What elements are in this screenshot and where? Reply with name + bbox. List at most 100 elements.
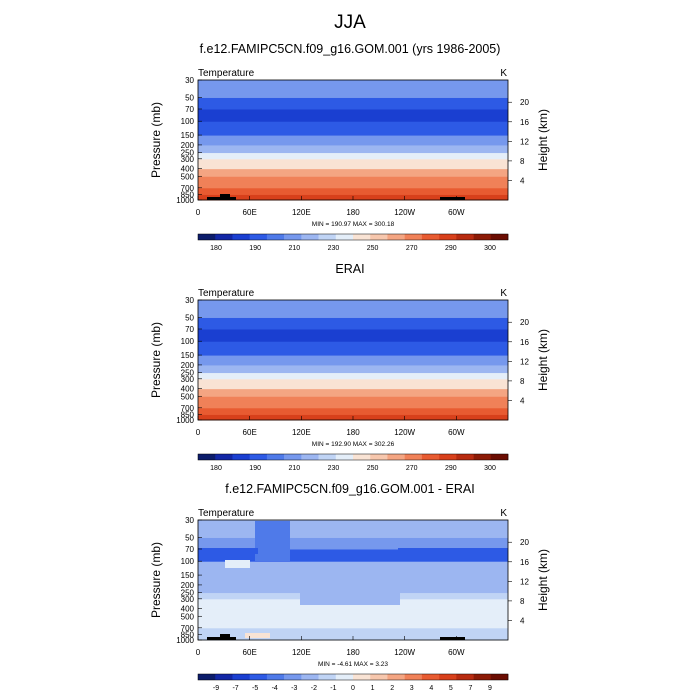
x-tick-label: 180 [346, 208, 360, 217]
height-tick-label: 4 [520, 176, 525, 185]
colorbar-swatch [266, 454, 285, 460]
x-tick-label: 180 [346, 428, 360, 437]
min-max-stats: MIN = 190.97 MAX = 300.18 [312, 221, 395, 228]
colorbar-tick-label: 230 [328, 465, 340, 472]
colorbar-swatch [473, 674, 492, 680]
variable-label: Temperature [198, 288, 255, 299]
y-tick-label: 50 [185, 313, 194, 322]
colorbar-swatch [370, 234, 388, 240]
topography [440, 197, 465, 200]
colorbar-swatch [318, 234, 337, 240]
contour-patch [225, 560, 250, 568]
contour-band [198, 608, 508, 617]
x-tick-label: 120E [292, 648, 311, 657]
y-tick-label: 700 [181, 404, 195, 413]
y-tick-label: 1000 [176, 416, 194, 425]
x-tick-label: 60E [243, 208, 257, 217]
min-max-stats: MIN = 192.90 MAX = 302.26 [312, 441, 395, 448]
y-tick-label: 250 [181, 589, 195, 598]
colorbar-swatch [421, 674, 440, 680]
contour-band [198, 317, 508, 330]
colorbar-swatch [370, 674, 388, 680]
x-tick-label: 0 [196, 208, 201, 217]
colorbar-tick-label: 290 [445, 465, 457, 472]
colorbar-swatch [301, 674, 319, 680]
y-tick-label: 50 [185, 93, 194, 102]
colorbar-frame [197, 233, 509, 241]
colorbar-swatch [490, 234, 509, 240]
height-tick-label: 8 [520, 597, 525, 606]
colorbar-swatch [215, 234, 233, 240]
y-tick-label: 850 [181, 190, 195, 199]
panel-model: f.e12.FAMIPC5CN.f09_g16.GOM.001 (yrs 198… [149, 42, 550, 252]
colorbar-swatch [490, 454, 509, 460]
colorbar-swatch [249, 234, 268, 240]
right-axis-title: Height (km) [536, 109, 550, 171]
contour-band [198, 97, 508, 110]
colorbar-swatch [198, 234, 216, 240]
colorbar-swatch [439, 454, 457, 460]
contour-band [198, 168, 508, 177]
colorbar-tick-label: -7 [232, 685, 238, 692]
y-tick-label: 400 [181, 605, 195, 614]
colorbar-tick-label: 5 [449, 685, 453, 692]
contour-patch [198, 548, 258, 554]
contour-patch [198, 630, 508, 640]
variable-label: Temperature [198, 68, 255, 79]
colorbar-swatch [266, 234, 285, 240]
contour-patch [255, 521, 290, 561]
contour-band [198, 80, 508, 98]
colorbar-swatch [404, 234, 423, 240]
colorbar-swatch [421, 454, 440, 460]
colorbar-swatch [456, 454, 474, 460]
y-tick-label: 150 [181, 351, 195, 360]
colorbar-swatch [335, 234, 354, 240]
colorbar-swatch [387, 234, 405, 240]
y-tick-label: 400 [181, 165, 195, 174]
colorbar-swatch [266, 674, 285, 680]
x-tick-label: 60E [243, 648, 257, 657]
x-tick-label: 60W [448, 428, 465, 437]
y-tick-label: 1000 [176, 196, 194, 205]
y-tick-label: 100 [181, 557, 195, 566]
contour-band [198, 388, 508, 397]
panels: f.e12.FAMIPC5CN.f09_g16.GOM.001 (yrs 198… [149, 42, 550, 692]
height-tick-label: 20 [520, 538, 529, 547]
contour-band [198, 537, 508, 550]
colorbar-tick-label: 210 [288, 245, 300, 252]
height-tick-label: 4 [520, 396, 525, 405]
colorbar-tick-label: 270 [406, 245, 418, 252]
colorbar-tick-label: 300 [484, 245, 496, 252]
y-tick-label: 300 [181, 595, 195, 604]
x-tick-label: 120E [292, 428, 311, 437]
colorbar-swatch [232, 454, 250, 460]
colorbar-swatch [387, 674, 405, 680]
season-title: JJA [334, 12, 366, 33]
contour-band [198, 135, 508, 146]
contour-band [198, 372, 508, 380]
colorbar-swatch [439, 674, 457, 680]
colorbar-swatch [439, 234, 457, 240]
height-tick-label: 16 [520, 338, 529, 347]
colorbar-tick-label: 270 [406, 465, 418, 472]
units-label: K [500, 508, 507, 519]
height-tick-label: 8 [520, 377, 525, 386]
y-tick-label: 30 [185, 76, 194, 85]
colorbar-swatch [353, 454, 371, 460]
contour-band [198, 187, 508, 195]
colorbar-tick-label: -9 [213, 685, 219, 692]
height-tick-label: 8 [520, 157, 525, 166]
x-tick-label: 0 [196, 648, 201, 657]
contour-band [198, 121, 508, 136]
y-tick-label: 100 [181, 117, 195, 126]
y-tick-label: 500 [181, 172, 195, 181]
colorbar-swatch [249, 454, 268, 460]
x-tick-label: 120W [394, 648, 415, 657]
colorbar-swatch [284, 234, 302, 240]
colorbar-swatch [249, 674, 268, 680]
y-tick-label: 150 [181, 131, 195, 140]
min-max-stats: MIN = -4.61 MAX = 3.23 [318, 661, 388, 668]
right-axis-title: Height (km) [536, 549, 550, 611]
colorbar-swatch [198, 454, 216, 460]
colorbar-swatch [318, 674, 337, 680]
